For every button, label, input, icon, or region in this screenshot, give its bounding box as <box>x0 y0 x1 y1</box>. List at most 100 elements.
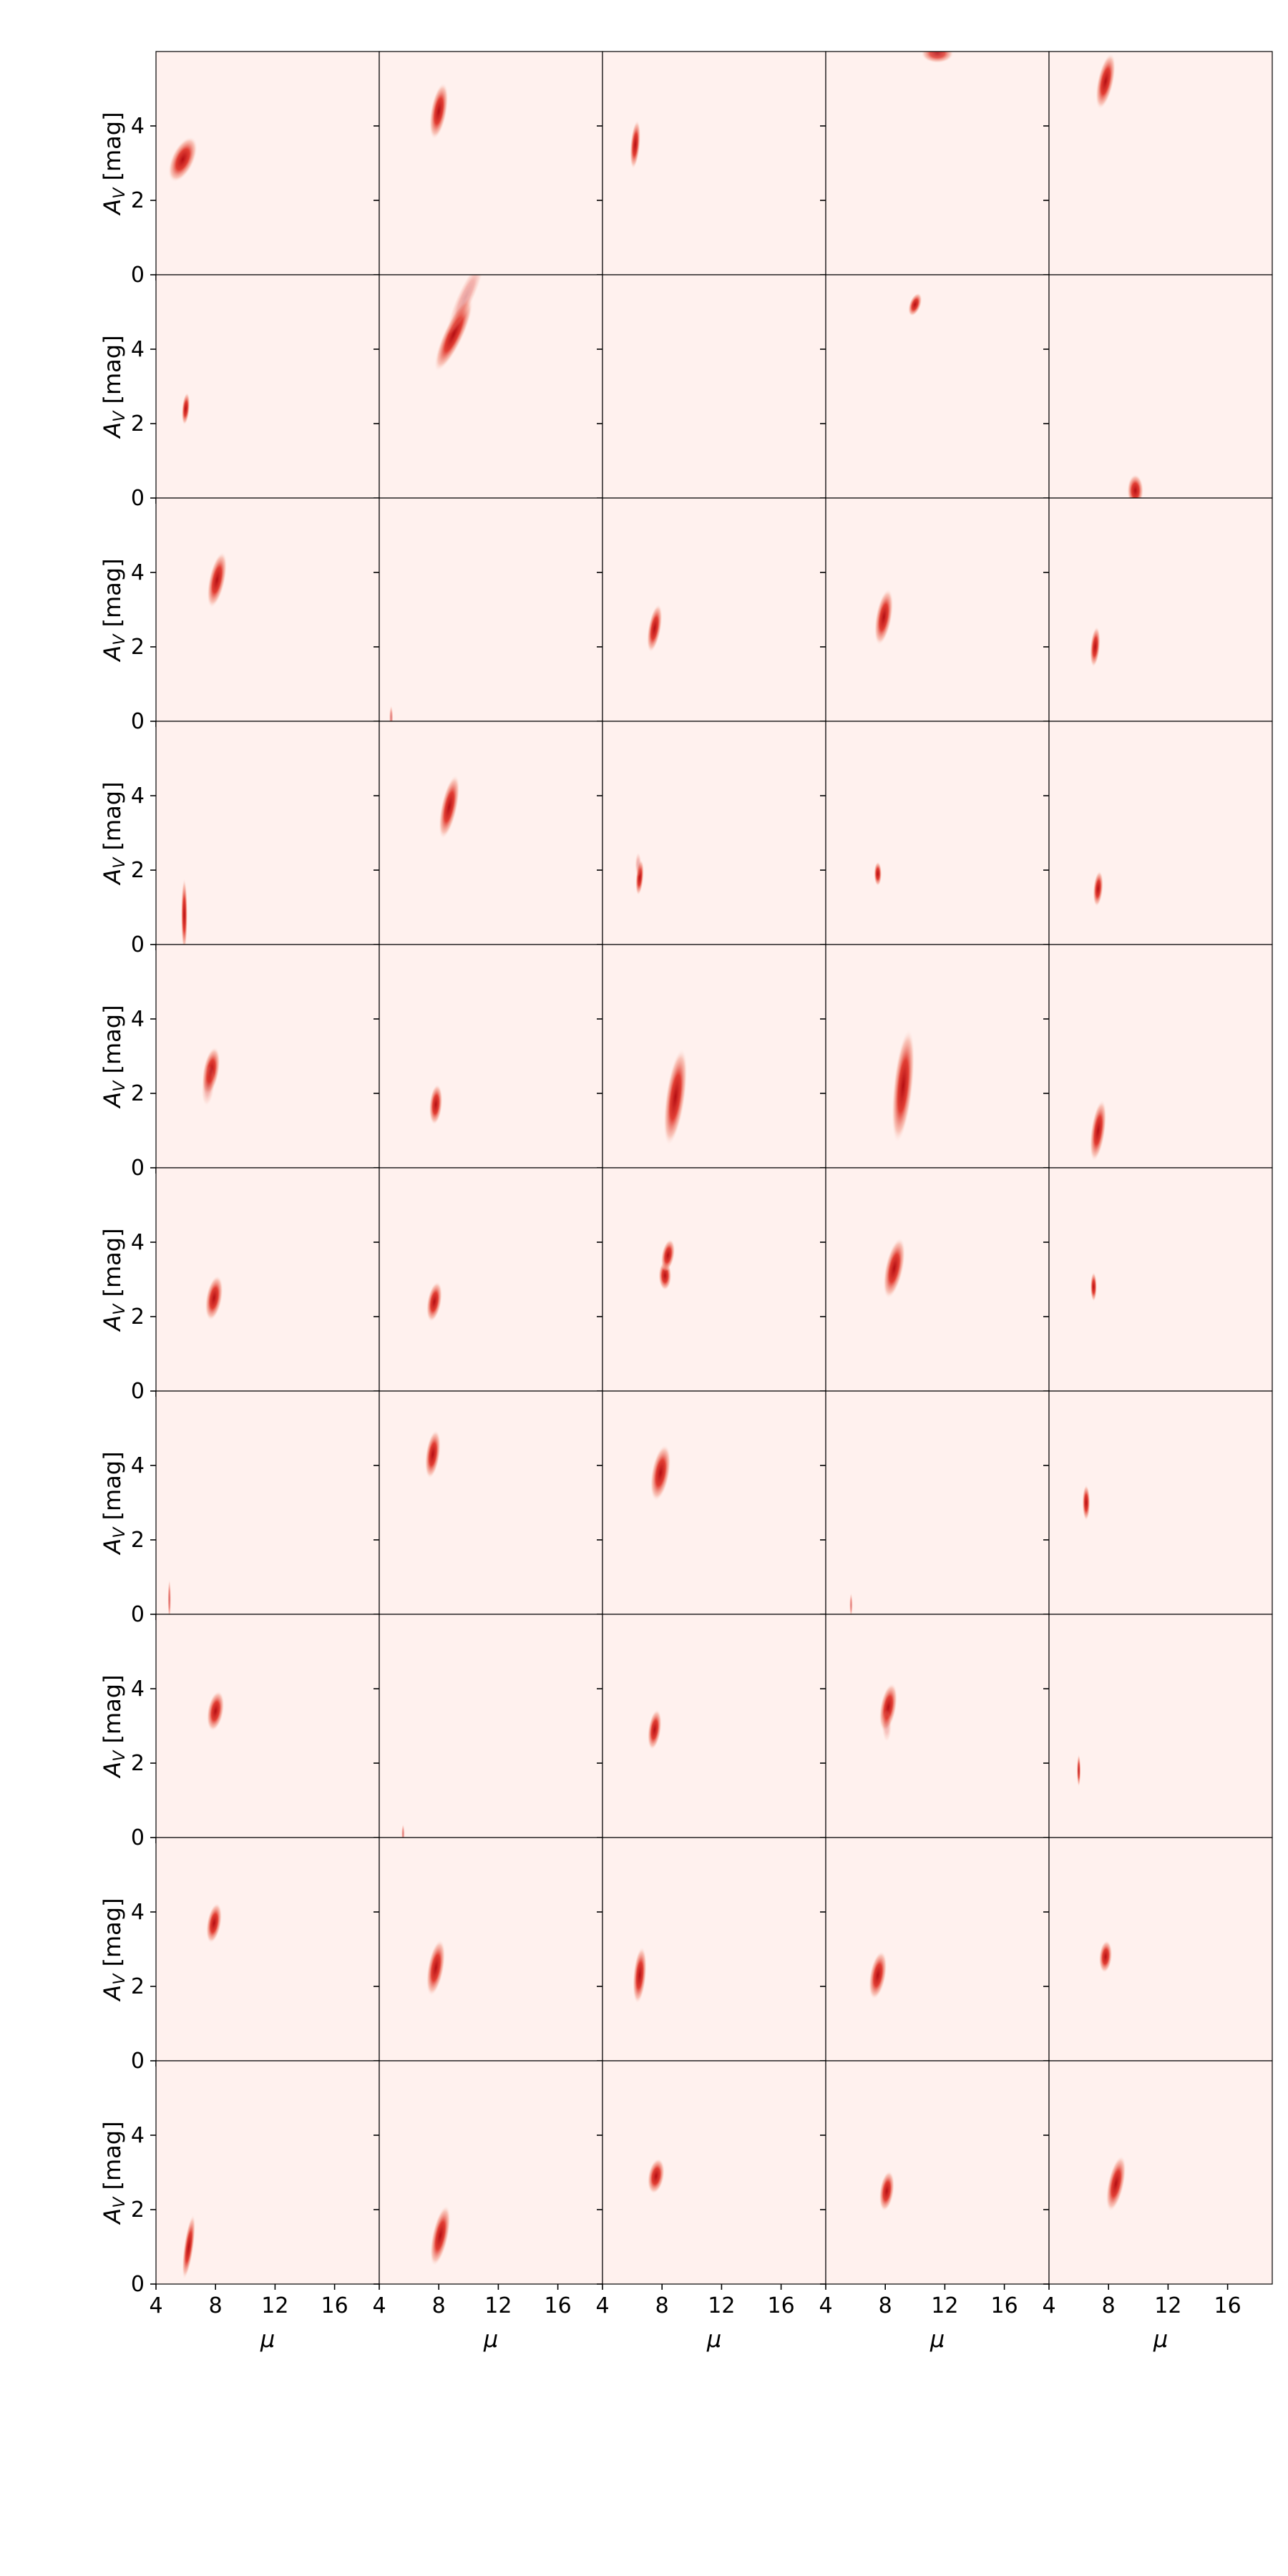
density-blob <box>182 2214 196 2280</box>
density-blob <box>180 877 188 945</box>
panel-background <box>379 1838 602 2061</box>
panel-background <box>1049 945 1272 1168</box>
density-blob <box>1090 1272 1097 1302</box>
density-blob <box>429 2205 451 2266</box>
x-tick-label: 4 <box>149 2293 162 2318</box>
y-axis-label-subscript: V <box>111 1973 129 1985</box>
panel-background <box>826 1168 1049 1391</box>
density-blob <box>205 1275 223 1321</box>
y-axis-label-unit: [mag] <box>99 1228 126 1304</box>
density-blob <box>1098 1940 1113 1974</box>
density-blob <box>167 136 197 182</box>
panel-background <box>602 1838 826 2061</box>
density-blob <box>201 1065 215 1107</box>
panel-r4-c4 <box>1043 944 1273 1174</box>
y-axis-label-symbol: A <box>99 422 126 439</box>
y-axis-label-subscript: V <box>111 2196 129 2208</box>
panel-background <box>156 1168 379 1391</box>
x-tick-label: 12 <box>484 2293 512 2318</box>
panel-r1-c3 <box>820 274 1050 504</box>
panel-r7-c0 <box>150 1614 380 1843</box>
panel-r3-c2 <box>597 721 826 950</box>
panel-r9-c2 <box>597 2060 826 2290</box>
y-axis-label-unit: [mag] <box>99 558 126 634</box>
x-tick-label: 12 <box>1154 2293 1181 2318</box>
x-tick-label: 16 <box>991 2293 1018 2318</box>
panel-r7-c4 <box>1043 1614 1273 1843</box>
panels-layer <box>150 51 1273 2290</box>
density-blob <box>181 392 190 425</box>
panel-r2-c4 <box>1043 497 1273 727</box>
density-blob <box>1093 870 1103 907</box>
panel-background <box>156 945 379 1168</box>
panel-r1-c2 <box>597 274 826 504</box>
panel-background <box>602 1614 826 1838</box>
panel-r2-c1 <box>374 497 603 727</box>
x-tick-label: 4 <box>1042 2293 1055 2318</box>
y-axis-label-symbol: A <box>99 2208 126 2225</box>
density-blob <box>874 588 894 645</box>
y-tick-label: 4 <box>131 560 145 585</box>
x-axis-label: μ <box>483 2326 498 2353</box>
panel-background <box>602 2061 826 2284</box>
panel-r3-c3 <box>820 721 1050 950</box>
density-blob <box>429 1084 443 1126</box>
panel-r6-c1 <box>374 1390 603 1620</box>
y-axis-label: AV [mag] <box>99 1898 129 2001</box>
panel-background <box>379 1391 602 1614</box>
panel-background <box>1049 2061 1272 2284</box>
y-tick-label: 2 <box>131 1304 145 1330</box>
panel-r9-c1 <box>374 2060 603 2290</box>
y-tick-label: 2 <box>131 188 145 213</box>
y-tick-label: 2 <box>131 1974 145 1999</box>
panel-r3-c4 <box>1043 721 1273 950</box>
panel-r6-c4 <box>1043 1390 1273 1620</box>
panel-background <box>1049 721 1272 945</box>
y-axis-label-symbol: A <box>99 1762 126 1779</box>
x-tick-label: 16 <box>768 2293 795 2318</box>
panel-background <box>826 275 1049 498</box>
panel-r4-c3 <box>820 944 1050 1174</box>
y-axis-label-subscript: V <box>111 1080 129 1092</box>
y-tick-label: 2 <box>131 1081 145 1106</box>
y-axis-label-symbol: A <box>99 869 126 886</box>
density-blob <box>1090 626 1101 668</box>
y-axis-label-unit: [mag] <box>99 1005 126 1080</box>
panel-background <box>1049 498 1272 721</box>
panel-r9-c3 <box>820 2060 1050 2290</box>
x-tick-label: 8 <box>209 2293 223 2318</box>
panel-r5-c3 <box>820 1167 1050 1397</box>
y-axis-label: AV [mag] <box>99 1005 129 1108</box>
density-blob <box>1076 1754 1081 1787</box>
panel-background <box>602 1391 826 1614</box>
y-axis-label-unit: [mag] <box>99 781 126 857</box>
density-blob <box>426 1939 446 1996</box>
panel-background <box>826 2061 1049 2284</box>
panel-r7-c3 <box>820 1614 1050 1843</box>
panel-background <box>602 945 826 1168</box>
panel-frame <box>1048 2060 1273 2285</box>
panel-background <box>379 721 602 945</box>
x-axis-label: μ <box>1153 2326 1168 2353</box>
y-tick-label: 2 <box>131 1751 145 1776</box>
x-tick-label: 16 <box>1214 2293 1241 2318</box>
y-tick-label: 0 <box>131 709 145 734</box>
density-blob <box>869 1951 887 2000</box>
y-axis-label-subscript: V <box>111 857 129 869</box>
y-tick-label: 0 <box>131 486 145 511</box>
panel-background <box>156 1391 379 1614</box>
panel-background <box>379 945 602 1168</box>
y-tick-label: 2 <box>131 1528 145 1553</box>
panel-background <box>602 1168 826 1391</box>
panel-background <box>826 1614 1049 1838</box>
panel-r0-c3 <box>820 51 1050 280</box>
y-tick-label: 4 <box>131 784 145 809</box>
density-blob <box>660 1239 675 1272</box>
y-axis-label: AV [mag] <box>99 558 129 662</box>
y-tick-label: 0 <box>131 1156 145 1181</box>
density-blob <box>879 2170 895 2212</box>
panel-r4-c2 <box>597 944 826 1174</box>
density-blob <box>647 1709 662 1750</box>
